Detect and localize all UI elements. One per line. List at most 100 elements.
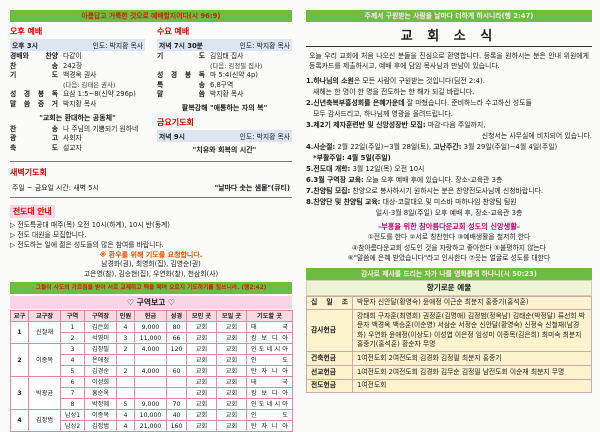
- worship-item-value-main: 백경옥 권사: [63, 71, 97, 80]
- district-table-cell: 교회: [216, 409, 247, 422]
- offering-row: 건축헌금 1여전도회 2여전도회 김경화 김정필 최분지 홍중기: [306, 351, 592, 367]
- district-table-cell: [116, 354, 135, 367]
- worship-item-label: 경배와 찬양: [10, 52, 58, 60]
- district-table-cell: 교회: [186, 387, 217, 400]
- friday-prayer-header: 저녁 9시 인도: 박지황 목사: [157, 129, 292, 142]
- district-table-cell: 교회: [216, 420, 247, 432]
- evangelism-item: ▷ 전도 대원을 모집합니다.: [10, 230, 87, 239]
- worship-item-value: 설교자: [63, 144, 145, 154]
- worship-item-value-main: 요삼 1:5~8(신약 296p): [63, 90, 136, 99]
- faith-life-line: ⑥"말씀에 은혜 받았습니다"라고 인사한다 ⑦웃는 얼굴로 성도를 대한다: [347, 254, 551, 262]
- district-table-cell: 5: [60, 365, 85, 378]
- dawn-prayer-section: 새벽기도회 주일 ~ 금요일 시간: 새벽 5시 "날마다 솟는 샘물"(큐티): [10, 160, 292, 193]
- announcement-segment: 모두 감사드리고, 하나님께 영광을 올려드립니다.: [313, 110, 453, 118]
- district-table-cell: 홍순옥: [84, 387, 117, 400]
- announcement-segment: 8.찬양단 및 찬양팀 교육:: [306, 198, 381, 206]
- wednesday-service-header: 저녁 7시 30분 인도: 박지황 목사: [157, 39, 292, 51]
- evangelism-item: ▷ 전도하는 일에 젊은 성도들의 많은 참여를 바랍니다.: [10, 240, 164, 249]
- announcement-segment: 일시-3월 8일(주일) 오후 예배 후, 장소-교육관 3층: [375, 209, 523, 217]
- district-table-cell: 6: [60, 376, 85, 389]
- district-table-cell: 2: [116, 365, 135, 378]
- district-table-header-cell: 헌금: [134, 310, 167, 323]
- announcement-line: 6.3월 구역장 교육: 오늘 오후 예배 후에 있습니다. 장소-교육관 3층: [306, 175, 592, 186]
- district-table-cell: 120: [166, 343, 187, 356]
- district-table-cell: [166, 387, 187, 400]
- district-table-cell: 교회: [186, 332, 217, 345]
- district-report-title: ♡ 구역보고 ♡: [10, 296, 292, 310]
- evangelism-title: 전도대 안내: [10, 204, 55, 218]
- worship-item-value-main: 설교자: [63, 143, 82, 152]
- district-table-cell: 탄 자 니 아: [246, 365, 293, 378]
- district-table-cell: 9,000: [134, 398, 167, 411]
- worship-verse-banner: 아름답고 거룩한 것으로 예배할지어다(시 96:9): [10, 10, 292, 22]
- district-table-cell: 교회: [216, 376, 247, 389]
- district-table-header-cell: 교구장: [28, 310, 61, 323]
- announcement-line: 8.찬양단 및 찬양팀 교육: 대상-코랄대오 및 미스바 마하나임 찬양팀 팀…: [306, 197, 592, 208]
- worship-item-value-sub: (다음: 김태은 권사): [63, 80, 116, 89]
- district-table-cell: 김정범: [84, 420, 117, 432]
- district-table-cell: 7: [60, 387, 85, 400]
- faith-life-lines: ①전도를 한다 ②서로 칭찬한다 ③예배생활을 철저히 한다 ④참아름다운교회 성…: [306, 232, 592, 264]
- announcement-line: *부활주일: 4월 5일(주일): [306, 153, 592, 164]
- news-verse-banner: 주께서 구원받는 사람을 날마다 더하게 하시니라(행 2:47): [306, 10, 592, 22]
- district-table-cell: 인 도 네 시 아: [246, 398, 293, 411]
- dawn-prayer-note: "날마다 솟는 샘물"(큐티): [214, 183, 290, 192]
- faith-life-line: ④참아름다운교회 성도인 것을 자랑하고 좋아한다 ⑤불평하지 않는다: [352, 243, 546, 252]
- district-table-cell: 교회: [186, 343, 217, 356]
- patient-name-line: 남경화(권), 최영희(집), 김영순(권): [101, 259, 201, 268]
- district-leader-cell: 박광균: [28, 376, 61, 411]
- district-table-row: 7 홍순옥 교회 교회 캄 보 디 아: [11, 387, 293, 400]
- announcement-segment: 2월 22일(주일)~3월 28일(토),: [335, 143, 434, 151]
- worship-item-value-main: 다같이: [63, 52, 82, 60]
- district-table-cell: 10,000: [134, 409, 167, 422]
- afternoon-service-column: 오후 예배 오후 3시 인도: 박지황 목사 경배와 찬양 다같이 찬 송 242장 기…: [10, 22, 145, 157]
- faith-life-title: -부흥을 위한 참아름다운교회 성도의 신앙생활-: [378, 222, 520, 231]
- district-table-row: 2 석영미 3 11,000 66 교회 교회 캄 보 디 아: [11, 332, 293, 345]
- district-table-cell: 김정필: [84, 343, 117, 356]
- offering-row: 전도헌금 1여전도회: [306, 378, 592, 394]
- worship-item-value-main: 박지황 목사: [63, 99, 97, 108]
- district-table-cell: 9,000: [134, 321, 167, 334]
- patient-prayer-request: ※ 환우를 위해 기도를 요청합니다.: [99, 250, 203, 259]
- offering-names: 1여전도회 2여전도회 김경화 김무순 김정필 남전도회 이순재 최분지 무명: [352, 365, 592, 380]
- district-number-cell: 3: [10, 376, 29, 411]
- district-table-cell: 3: [116, 332, 135, 345]
- worship-item-label: 기 도: [10, 71, 58, 80]
- evangelism-section: 전도대 안내 ▷ 전도특공대 매주(목) 오전 10시(하계), 10시 반(동…: [10, 196, 292, 279]
- wednesday-service-items: 기 도 김임태 집사 (다음: 김정필 집사) 성 경 봉 독 마 5:4(신약 4p)…: [157, 52, 292, 100]
- wednesday-sermon-title: 팔복강해 "애통하는 자의 복": [181, 103, 268, 112]
- dawn-prayer-title: 새벽기도회: [10, 167, 47, 177]
- district-table-row: 1 신철재 1 김은희 4 9,000 80 교회 교회 태 국: [10, 321, 293, 345]
- announcement-segment: 6.3월 구역장 교육:: [306, 176, 364, 184]
- district-number-cell: 4: [10, 409, 29, 432]
- worship-item-row: 축 도 설교자: [10, 144, 145, 154]
- district-table-cell: 2: [116, 343, 135, 356]
- offering-type-label: 전도헌금: [306, 378, 353, 394]
- announcement-line: 2.신년축복부흥성회를 은혜가운데 잘 마쳤습니다. 준비하느라 수고하신 성도…: [306, 98, 592, 109]
- district-report-table: 교구 교구장 구역 구역장 인원 헌금 성경 모인 곳 모일 곳 기도할 곳 1 신철재 1 김은희 4 9,…: [10, 310, 293, 432]
- worship-item-label: 성 경 봉 독: [10, 90, 58, 99]
- worship-item-value-main: 나 주님의 기쁨되기 원하네: [63, 124, 139, 133]
- district-table-cell: 4,000: [134, 343, 167, 356]
- offering-names: 1여전도회 2여전도회 김경화 김정필 최분지 홍중기: [352, 351, 592, 367]
- worship-item-value-main: 김임태 집사: [210, 52, 244, 60]
- dawn-prayer-schedule: 주일 ~ 금요일 시간: 새벽 5시: [12, 183, 99, 192]
- patient-prayer-names: 남경화(권), 최영희(집), 김영순(권) 고은영(찰), 김승현(집), 우연…: [10, 260, 292, 279]
- wednesday-service-time: 저녁 7시 30분: [159, 42, 203, 50]
- district-table-cell: [166, 376, 187, 389]
- district-table-cell: [134, 387, 167, 400]
- district-table-cell: 11,000: [134, 332, 167, 345]
- district-table-cell: 4: [116, 321, 135, 334]
- district-table-header-cell: 성경: [166, 310, 187, 323]
- district-table-cell: 캄 보 디 아: [246, 387, 293, 400]
- announcement-line: 모두 감사드리고, 하나님께 영광을 올려드립니다.: [306, 109, 592, 120]
- district-table-cell: 교회: [186, 409, 217, 422]
- friday-prayer-time: 저녁 9시: [159, 132, 185, 141]
- evangelism-items: ▷ 전도특공대 매주(목) 오전 10시(하계), 10시 반(동계) ▷ 전도 …: [10, 220, 292, 250]
- worship-item-value-main: 사회자: [63, 134, 82, 143]
- patient-name-line: 고은영(찰), 김승현(집), 우연화(찰), 천삼희(사): [83, 269, 219, 278]
- worship-item-value: 마 5:4(신약 4p): [210, 71, 292, 81]
- district-table-cell: 21,000: [134, 420, 167, 432]
- district-table-cell: 김은희: [84, 321, 117, 334]
- announcement-line: 일시-3월 8일(주일) 오후 예배 후, 장소-교육관 3층: [306, 208, 592, 219]
